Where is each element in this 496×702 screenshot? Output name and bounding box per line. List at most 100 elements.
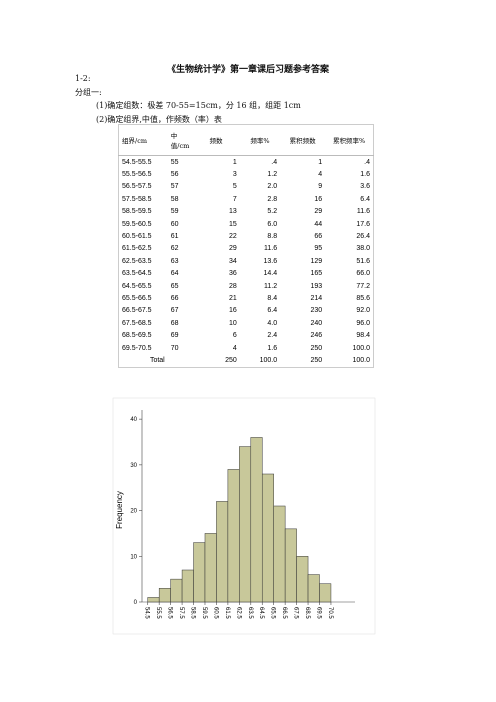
line: 1-2: <box>75 74 91 83</box>
cell: 100.0 <box>352 344 370 352</box>
cell: 4.0 <box>267 319 278 327</box>
cell: 2.4 <box>267 332 278 340</box>
bar <box>193 542 206 603</box>
cell: 51.6 <box>356 257 370 265</box>
cell: 58.5-59.5 <box>122 208 152 216</box>
table-row: 56.5-57.5 57 5 2.0 9 3.6 <box>119 181 374 193</box>
cell: 5.2 <box>267 208 278 216</box>
cell: 3.6 <box>360 183 370 191</box>
bar <box>296 556 309 603</box>
cell: 2.8 <box>267 195 278 203</box>
cell: 1.2 <box>267 171 278 179</box>
cell: 66 <box>314 233 323 241</box>
table-row: 61.5-62.5 62 29 11.6 95 38.0 <box>119 243 374 255</box>
cell: 63.5-64.5 <box>122 270 152 278</box>
x-tick-label: 68.5 <box>304 607 310 619</box>
cell: 64.5-65.5 <box>122 282 152 290</box>
cell: 230 <box>310 307 323 315</box>
bar <box>239 446 252 603</box>
cell: 67.5-68.5 <box>122 319 152 327</box>
cell: 13.6 <box>263 257 278 265</box>
cell: 16 <box>314 195 323 203</box>
cell: 1.6 <box>267 344 278 352</box>
cell: 66.5-67.5 <box>122 307 152 315</box>
cell: 58 <box>170 195 179 203</box>
title: 《生物统计学》第一章课后习题参考答案 <box>166 65 329 75</box>
cell: 57 <box>170 183 179 191</box>
cell: 66 <box>170 294 179 302</box>
line: (2)确定组界,中值，作频数（率）表 <box>96 115 222 124</box>
cell: 6 <box>232 332 237 340</box>
cell: 11.6 <box>356 208 370 216</box>
cell: 8.8 <box>267 233 278 241</box>
line: (1)确定组数：极差 70-55=15cm，分 16 组，组距 1cm <box>96 101 301 110</box>
cell: 129 <box>310 257 323 265</box>
cell: Total <box>149 356 165 364</box>
x-tick-label: 65.5 <box>270 607 276 619</box>
cell: 62 <box>170 245 179 253</box>
x-tick-label: 61.5 <box>224 607 230 619</box>
bar <box>284 528 297 603</box>
cell: .4 <box>364 158 370 166</box>
cell: 214 <box>310 294 323 302</box>
cell: 7 <box>232 195 237 203</box>
x-tick-label: 59.5 <box>201 607 207 619</box>
cell: 70 <box>170 344 179 352</box>
table-row: 55.5-56.5 56 3 1.2 4 1.6 <box>119 168 374 180</box>
bar <box>227 469 240 603</box>
table-row: 58.5-59.5 59 13 5.2 29 11.6 <box>119 206 374 218</box>
cell: 77.2 <box>356 282 370 290</box>
cell: 68.5-69.5 <box>122 332 152 340</box>
cell: 8.4 <box>267 294 278 302</box>
cell: 250 <box>310 356 323 364</box>
table-row: 59.5-60.5 60 15 6.0 44 17.6 <box>119 218 374 230</box>
cell: 60 <box>170 220 179 228</box>
table-row: Total 250 100.0 250 100.0 <box>119 354 374 367</box>
bar <box>250 437 263 603</box>
cell: 17.6 <box>356 220 370 228</box>
cell: 250 <box>310 344 323 352</box>
cell: 66.0 <box>356 270 370 278</box>
y-tick-label: 0 <box>134 600 138 606</box>
cell: 16 <box>228 307 237 315</box>
x-tick-label: 66.5 <box>281 607 287 619</box>
cell: 62.5-63.5 <box>122 257 152 265</box>
cell: 193 <box>310 282 323 290</box>
x-tick-label: 69.5 <box>316 607 322 619</box>
x-tick-label: 56.5 <box>167 607 173 619</box>
x-tick-label: 60.5 <box>212 607 218 619</box>
cell: 68 <box>170 319 179 327</box>
cell: 100.0 <box>259 356 278 364</box>
cell: 60.5-61.5 <box>122 233 152 241</box>
y-tick-label: 20 <box>130 509 137 515</box>
cell: 11.6 <box>264 245 278 253</box>
cell: 14.4 <box>263 270 278 278</box>
frequency-table: 组界/cm 中值/cm 频数 频率% 累积频数 累积频率% 54.5-55.5 55 1 .4 1.… <box>118 124 374 368</box>
x-tick-label: 64.5 <box>258 607 264 619</box>
x-tick-label: 70.5 <box>327 607 333 619</box>
cell: 55 <box>170 158 179 166</box>
cell: 57.5-58.5 <box>122 195 152 203</box>
cell: 29 <box>314 208 323 216</box>
bar <box>273 505 286 603</box>
cell: 3 <box>232 171 237 179</box>
x-tick-label: 58.5 <box>190 607 196 619</box>
cell: 6.0 <box>267 220 278 228</box>
cell: 10 <box>228 319 237 327</box>
header-cell: 频率% <box>239 124 281 156</box>
cell: 6.4 <box>267 307 278 315</box>
cell: 64 <box>170 270 179 278</box>
cell: 44 <box>314 220 323 228</box>
cell: 85.6 <box>356 294 370 302</box>
bar <box>319 583 332 603</box>
cell: 28 <box>228 282 237 290</box>
cell: 59.5-60.5 <box>122 220 152 228</box>
cell: 56.5-57.5 <box>122 183 152 191</box>
y-axis-label: Frequency <box>115 491 124 529</box>
bar <box>261 473 274 603</box>
cell: 240 <box>310 319 323 327</box>
table-row: 63.5-64.5 64 36 14.4 165 66.0 <box>119 268 374 280</box>
cell: 69 <box>170 332 179 340</box>
